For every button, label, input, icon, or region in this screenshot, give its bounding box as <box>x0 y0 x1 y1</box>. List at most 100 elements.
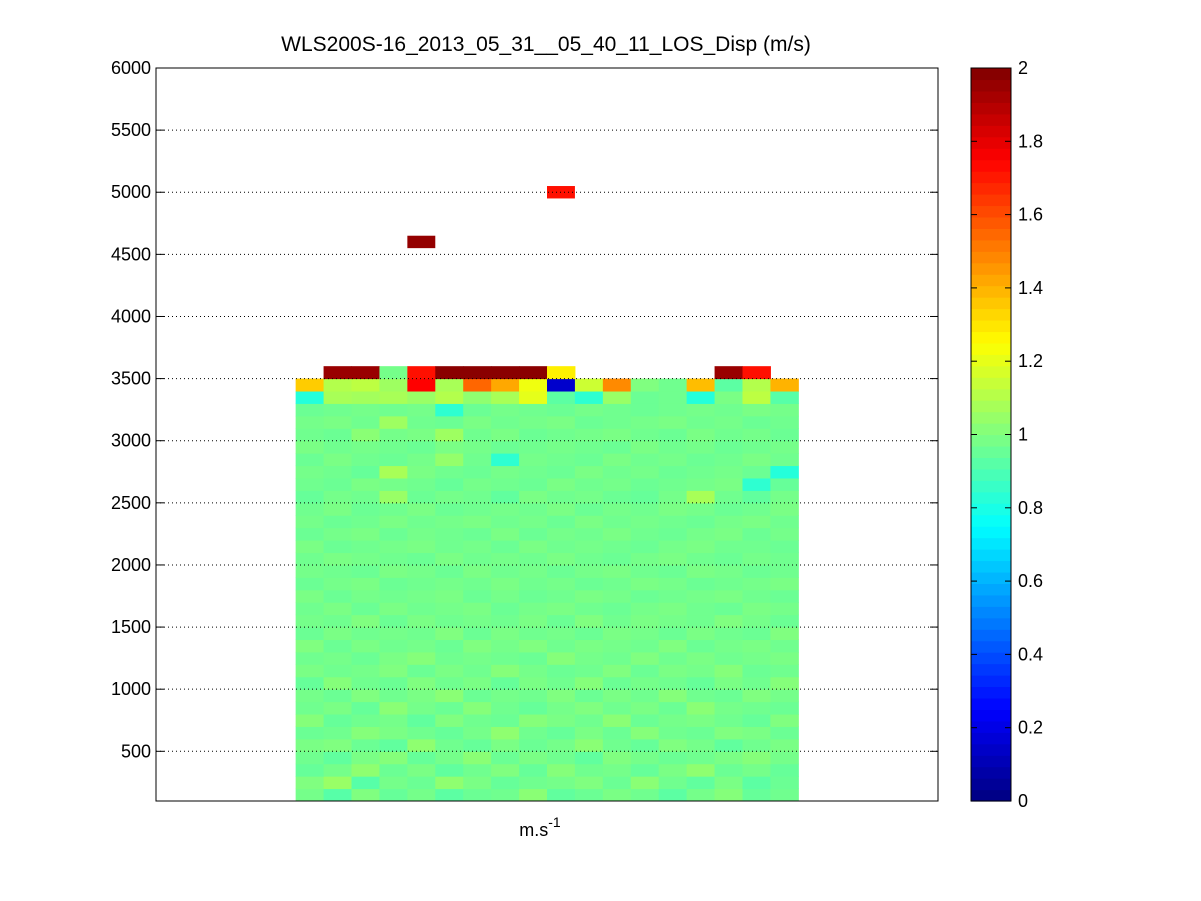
heatmap-cell <box>770 465 799 479</box>
heatmap-cell <box>407 428 436 442</box>
heatmap-cell <box>658 540 688 554</box>
heatmap-cell <box>295 589 325 603</box>
heatmap-cell <box>435 751 464 765</box>
heatmap-cell <box>295 701 325 715</box>
heatmap-cell <box>435 714 464 727</box>
heatmap-cell <box>770 751 799 765</box>
heatmap-cell <box>714 776 743 790</box>
heatmap-cell <box>770 664 799 678</box>
heatmap-cell <box>463 540 492 554</box>
heatmap-cell <box>714 726 743 740</box>
colorbar-swatch <box>971 285 1011 298</box>
heatmap-cell <box>742 602 771 616</box>
heatmap-cell <box>686 440 716 454</box>
heatmap-cell <box>351 378 380 392</box>
heatmap-cell <box>658 564 688 578</box>
heatmap-cell <box>547 403 576 417</box>
heatmap-cell <box>547 627 576 640</box>
heatmap-cell <box>630 788 660 802</box>
heatmap-cell <box>686 602 716 616</box>
heatmap-cell <box>519 540 548 554</box>
heatmap-cell <box>714 366 743 380</box>
colorbar-swatch <box>971 354 1011 367</box>
heatmap-cell <box>770 564 799 578</box>
colorbar-swatch <box>971 640 1011 653</box>
heatmap-cell <box>351 527 380 541</box>
heatmap-cell <box>574 763 604 777</box>
heatmap-cell <box>574 664 604 678</box>
heatmap-cell <box>491 589 520 603</box>
heatmap-cell <box>742 577 771 591</box>
heatmap-cell <box>574 540 604 554</box>
heatmap-cell <box>379 366 408 380</box>
heatmap-cell <box>295 689 325 703</box>
heatmap-cell <box>574 788 604 802</box>
heatmap-cell <box>379 776 408 790</box>
heatmap-cell <box>574 428 604 442</box>
heatmap-cell <box>407 714 436 727</box>
heatmap-cell <box>630 477 660 491</box>
heatmap-cell <box>742 714 771 727</box>
heatmap-cell <box>602 738 632 752</box>
heatmap-cell <box>547 639 576 653</box>
heatmap-cell <box>435 502 464 516</box>
heatmap-cell <box>630 453 660 467</box>
heatmap-cell <box>519 689 548 703</box>
colorbar-swatch <box>971 445 1011 459</box>
heatmap-cell <box>770 689 799 703</box>
heatmap-cell <box>714 403 743 417</box>
heatmap-cell <box>742 540 771 554</box>
heatmap-cell <box>742 440 771 454</box>
heatmap-cell <box>742 477 771 491</box>
heatmap-cell <box>770 589 799 603</box>
heatmap-cell <box>714 651 743 665</box>
heatmap-cell <box>602 378 632 392</box>
heatmap-cell <box>770 440 799 454</box>
heatmap-cells <box>295 186 799 802</box>
heatmap-cell <box>714 391 743 404</box>
heatmap-cell <box>407 564 436 578</box>
heatmap-cell <box>351 639 380 653</box>
heatmap-cell <box>686 738 716 752</box>
colorbar-swatch <box>971 549 1011 562</box>
heatmap-cell <box>770 378 799 392</box>
heatmap-cell <box>547 540 576 554</box>
heatmap-cell <box>519 515 548 529</box>
heatmap-cell <box>602 440 632 454</box>
heatmap-cell <box>630 701 660 715</box>
heatmap-cell <box>714 788 743 802</box>
heatmap-cell <box>770 428 799 442</box>
heatmap-cell <box>602 664 632 678</box>
heatmap-cell <box>407 515 436 529</box>
x-axis-label: m.s-1 <box>519 814 561 840</box>
heatmap-cell <box>658 639 688 653</box>
heatmap-cell <box>491 453 520 467</box>
colorbar-swatch <box>971 457 1011 470</box>
heatmap-cell <box>407 651 436 665</box>
heatmap-cell <box>407 440 436 454</box>
heatmap-cell <box>547 676 576 690</box>
heatmap-cell <box>435 676 464 690</box>
heatmap-cell <box>351 465 380 479</box>
colorbar-tick-label: 1.6 <box>1018 205 1043 225</box>
heatmap-cell <box>519 428 548 442</box>
heatmap-cell <box>351 738 380 752</box>
heatmap-cell <box>491 540 520 554</box>
colorbar-tick-label: 0.6 <box>1018 571 1043 591</box>
heatmap-cell <box>714 564 743 578</box>
heatmap-cell <box>686 627 716 640</box>
colorbar-swatch <box>971 274 1011 287</box>
heatmap-cell <box>742 751 771 765</box>
heatmap-cell <box>519 651 548 665</box>
heatmap-cell <box>547 738 576 752</box>
heatmap-cell <box>379 639 408 653</box>
heatmap-cell <box>742 502 771 516</box>
heatmap-cell <box>435 527 464 541</box>
heatmap-cell <box>742 701 771 715</box>
heatmap-cell <box>295 527 325 541</box>
heatmap-cell <box>602 428 632 442</box>
heatmap-cell <box>770 552 799 566</box>
heatmap-cell <box>295 552 325 566</box>
heatmap-cell <box>630 527 660 541</box>
heatmap-cell <box>435 763 464 777</box>
